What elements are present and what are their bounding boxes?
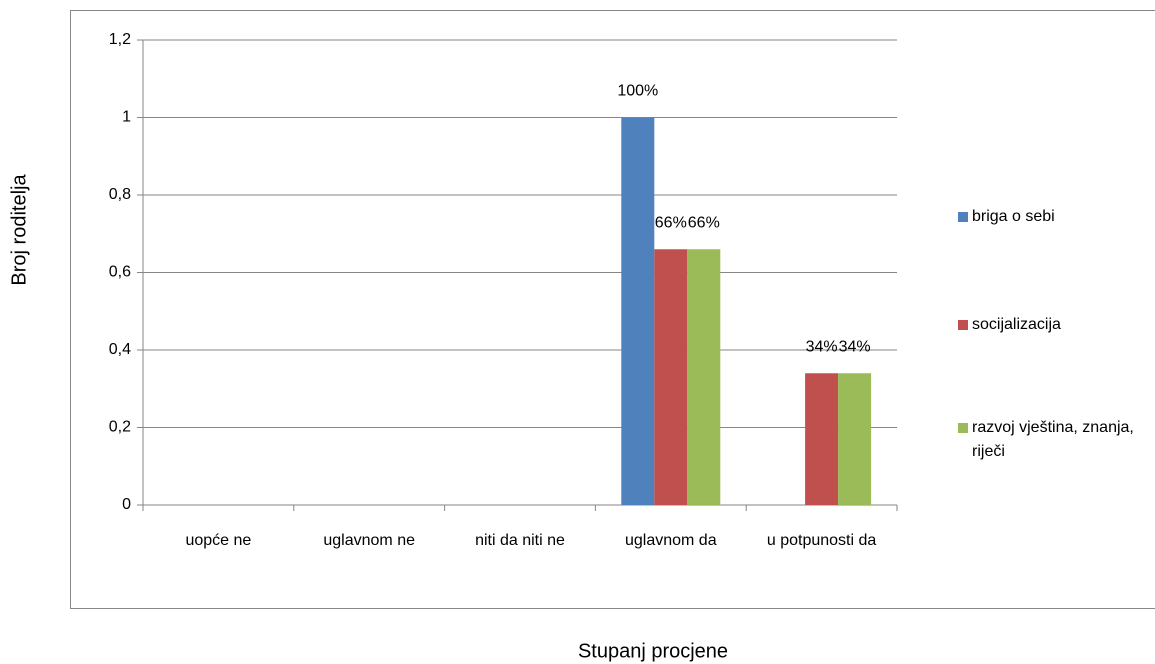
data-label: 34% xyxy=(806,338,838,355)
data-label: 100% xyxy=(617,83,658,100)
chart-border xyxy=(70,10,1155,609)
legend-label: razvoj vještina, znanja, riječi xyxy=(972,419,1134,460)
legend-item: razvoj vještina, znanja, riječi xyxy=(958,416,1138,464)
y-tick-label: 0,6 xyxy=(109,264,131,281)
y-tick-label: 0,2 xyxy=(109,419,131,436)
x-axis-title: Stupanj procjene xyxy=(578,640,728,662)
x-tick-label: uglavnom da xyxy=(625,532,717,549)
bar xyxy=(687,249,721,505)
bar xyxy=(805,373,839,505)
legend-swatch xyxy=(958,320,968,330)
x-tick-label: uglavnom ne xyxy=(323,532,415,549)
legend-item: socijalizacija xyxy=(958,313,1138,337)
legend-swatch xyxy=(958,423,968,433)
y-axis-title: Broj roditelja xyxy=(8,174,30,286)
y-tick-label: 0,8 xyxy=(109,186,131,203)
y-tick-label: 0,4 xyxy=(109,341,131,358)
y-tick-label: 0 xyxy=(122,496,131,513)
y-tick-label: 1 xyxy=(122,109,131,126)
bar xyxy=(838,373,872,505)
x-tick-label: uopće ne xyxy=(185,532,251,549)
legend-label: briga o sebi xyxy=(972,208,1055,225)
legend-label: socijalizacija xyxy=(972,316,1061,333)
bar xyxy=(621,117,655,505)
bar xyxy=(654,249,688,505)
data-label: 66% xyxy=(655,214,687,231)
x-tick-label: u potpunosti da xyxy=(767,532,877,549)
data-label: 34% xyxy=(839,338,871,355)
data-label: 66% xyxy=(688,214,720,231)
legend-swatch xyxy=(958,212,968,222)
legend-item: briga o sebi xyxy=(958,205,1138,229)
x-tick-label: niti da niti ne xyxy=(475,532,565,549)
y-tick-label: 1,2 xyxy=(109,31,131,48)
